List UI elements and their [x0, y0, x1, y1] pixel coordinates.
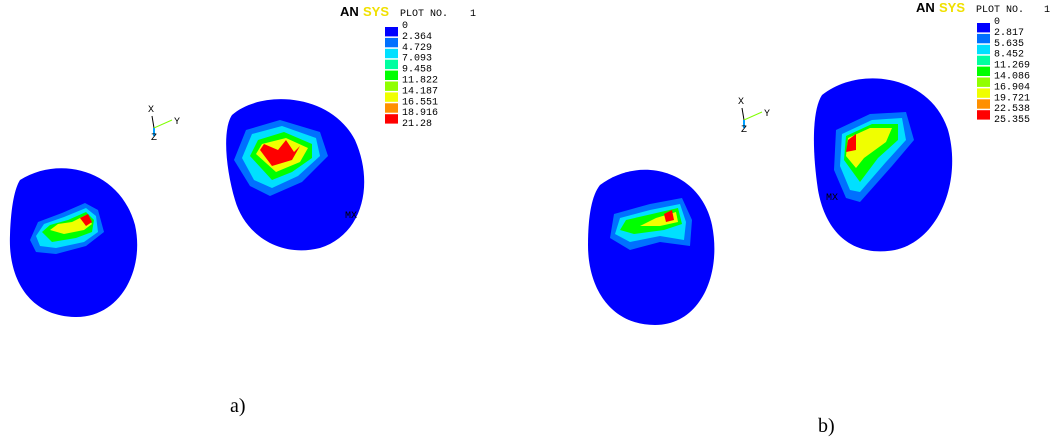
axis-y: [744, 112, 762, 120]
axis-x: [742, 108, 744, 120]
legend-swatch: [977, 88, 990, 97]
legend-swatch: [977, 110, 990, 119]
triad-x: X: [148, 105, 154, 116]
legend-swatch: [385, 82, 398, 91]
legend-level: 19.721: [994, 93, 1030, 104]
caption: a): [230, 395, 246, 417]
legend-level: 0: [402, 21, 408, 32]
legend-level: 18.916: [402, 108, 438, 119]
plot-number: 1: [470, 9, 476, 20]
legend-level: 16.904: [994, 82, 1030, 93]
legend-level: 25.355: [994, 115, 1030, 126]
legend-level: 2.364: [402, 32, 432, 43]
logo-an: AN: [340, 4, 359, 19]
legend-level: 2.817: [994, 28, 1024, 39]
page: ANSYSPLOT NO.102.3644.7297.0939.45811.82…: [0, 0, 1052, 442]
legend-swatch: [977, 34, 990, 43]
legend-level: 14.187: [402, 86, 438, 97]
legend-level: 21.28: [402, 119, 432, 130]
legend-level: 16.551: [402, 97, 438, 108]
legend-level: 14.086: [994, 72, 1030, 83]
legend-swatch: [385, 71, 398, 80]
logo-an: AN: [916, 0, 935, 15]
legend-swatch: [977, 78, 990, 87]
logo-sys: SYS: [363, 4, 389, 19]
legend-swatch: [385, 103, 398, 112]
model-a: [10, 99, 364, 317]
legend-level: 8.452: [994, 50, 1024, 61]
legend-level: 22.538: [994, 104, 1030, 115]
triad-z: Z: [151, 133, 157, 144]
plot-number: 1: [1044, 5, 1050, 16]
plot-label: PLOT NO.: [400, 9, 448, 20]
legend-level: 7.093: [402, 54, 432, 65]
legend-swatch: [977, 45, 990, 54]
triad-y: Y: [764, 109, 770, 120]
legend-swatch: [385, 92, 398, 101]
figure: ANSYSPLOT NO.102.3644.7297.0939.45811.82…: [0, 0, 1052, 442]
legend-swatch: [977, 56, 990, 65]
plot-label: PLOT NO.: [976, 5, 1024, 16]
legend-swatch: [385, 114, 398, 123]
axis-y: [154, 120, 172, 128]
max-marker: MX: [345, 211, 357, 222]
axis-x: [152, 116, 154, 128]
legend-swatch: [977, 67, 990, 76]
legend-swatch: [977, 23, 990, 32]
max-marker: MX: [826, 193, 838, 204]
legend-swatch: [385, 27, 398, 36]
legend-level: 0: [994, 17, 1000, 28]
logo-sys: SYS: [939, 0, 965, 15]
legend-swatch: [385, 38, 398, 47]
model-b: [588, 78, 952, 325]
body: [588, 170, 714, 325]
legend-level: 5.635: [994, 39, 1024, 50]
caption: b): [818, 415, 835, 437]
legend-level: 9.458: [402, 65, 432, 76]
legend-level: 11.822: [402, 76, 438, 87]
triad-x: X: [738, 97, 744, 108]
legend-level: 4.729: [402, 43, 432, 54]
legend-swatch: [385, 60, 398, 69]
triad-y: Y: [174, 117, 180, 128]
triad-z: Z: [741, 125, 747, 136]
legend-swatch: [977, 99, 990, 108]
legend-swatch: [385, 49, 398, 58]
legend-level: 11.269: [994, 61, 1030, 72]
